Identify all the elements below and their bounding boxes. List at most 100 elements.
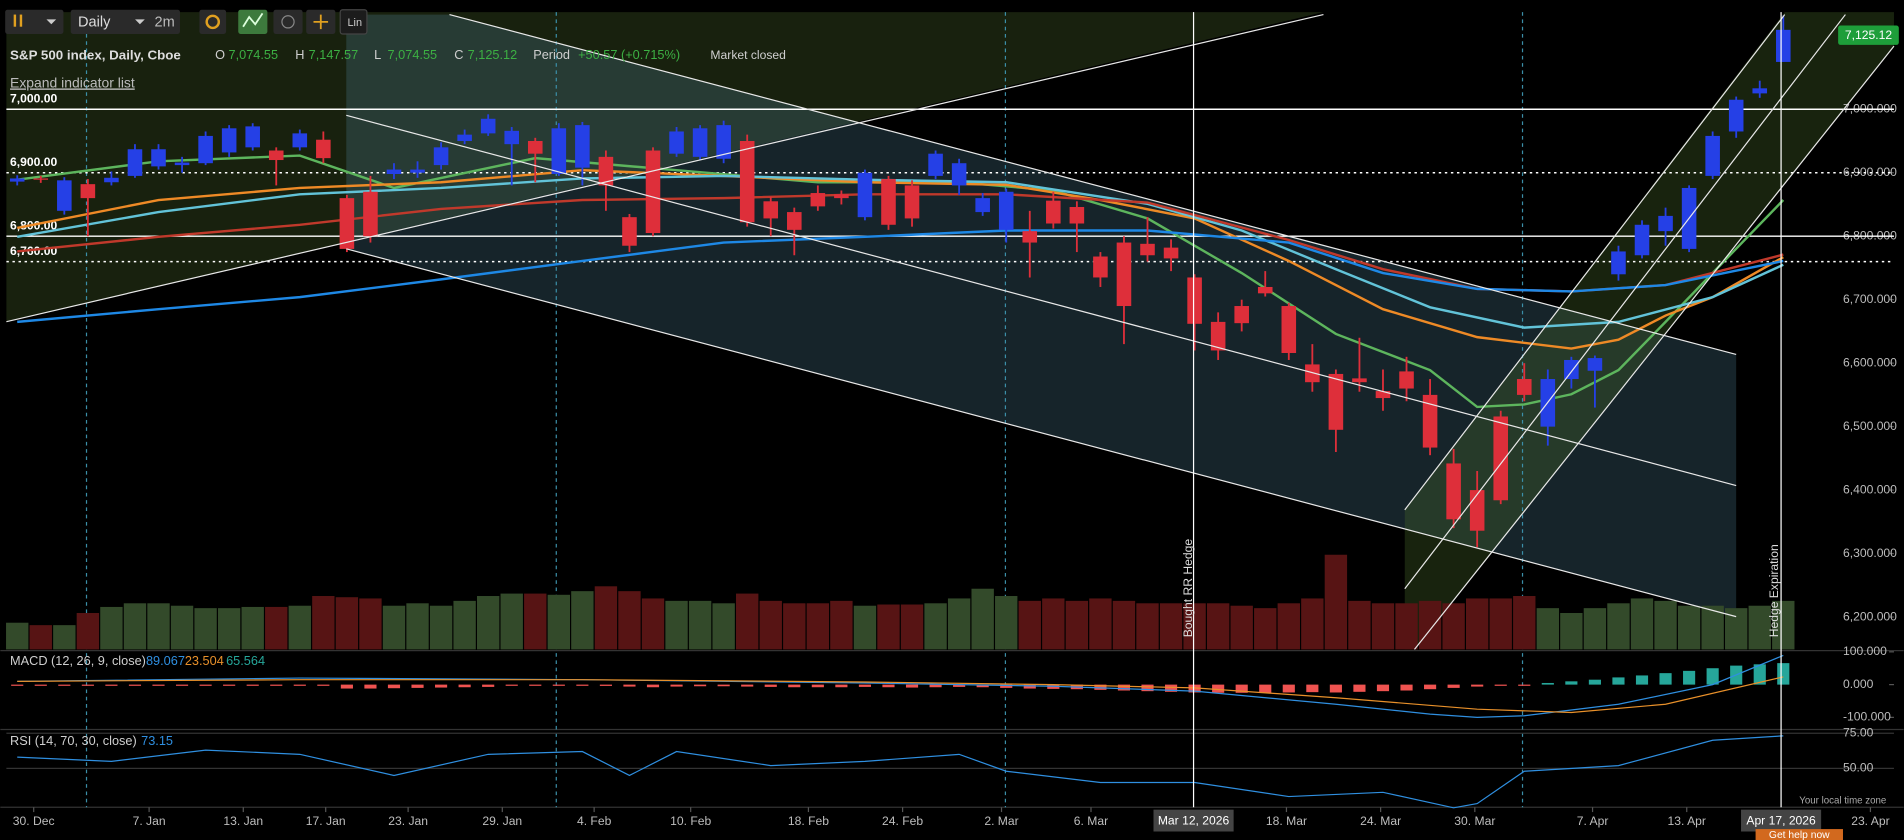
- macd-bar: [1212, 684, 1225, 693]
- macd-bar: [1471, 684, 1484, 687]
- x-tick-label: 13. Jan: [223, 814, 263, 828]
- help-label: Get help now: [1769, 830, 1830, 840]
- ohlc-key: C: [454, 47, 463, 62]
- y-tick-label: 6,800.000: [1843, 228, 1897, 242]
- macd-bar: [34, 684, 47, 686]
- candle-body: [1257, 286, 1273, 294]
- volume-bar: [1065, 600, 1089, 650]
- candle-body: [1234, 306, 1249, 324]
- candle-body: [1281, 306, 1297, 353]
- macd-bar: [529, 684, 542, 686]
- volume-bar: [312, 596, 335, 650]
- volume-bar: [1395, 603, 1418, 650]
- volume-bar: [1772, 600, 1795, 650]
- macd-bar: [1259, 684, 1272, 693]
- candle-body: [1163, 247, 1179, 259]
- price-tag: [1838, 25, 1899, 45]
- volume-bar: [406, 603, 429, 650]
- trend-lines: [6, 13, 1895, 650]
- macd-bar: [1117, 684, 1131, 691]
- settings-button[interactable]: [199, 9, 227, 34]
- candle-body: [1752, 88, 1768, 94]
- moving-average: [16, 168, 1784, 350]
- y-tick-label: 6,600.000: [1843, 355, 1897, 369]
- macd-bar: [694, 684, 707, 687]
- volume-bar: [6, 622, 29, 650]
- volume-bar: [170, 605, 194, 650]
- volume-bar: [265, 606, 288, 650]
- x-tick-label: 18. Mar: [1266, 814, 1307, 828]
- time-button[interactable]: [273, 9, 303, 34]
- candle-body: [1493, 416, 1509, 501]
- volume-bar: [571, 591, 594, 650]
- interval-select[interactable]: [70, 9, 180, 34]
- macd-signal-value: 23.504: [185, 653, 224, 668]
- volume-bar: [335, 597, 359, 650]
- macd-bar: [1683, 670, 1696, 685]
- macd-bar: [293, 684, 306, 686]
- candle-body: [80, 184, 96, 199]
- macd-bar: [1000, 684, 1013, 688]
- macd-bar: [505, 684, 518, 686]
- volume-bar: [877, 604, 900, 650]
- candle-body: [1446, 463, 1461, 520]
- x-tick-label: 23. Jan: [388, 814, 428, 828]
- candle-body: [9, 178, 25, 182]
- scale-button[interactable]: [339, 9, 368, 35]
- macd-bar: [387, 684, 401, 689]
- volume-bar: [1277, 603, 1300, 650]
- volume-bar: [853, 605, 877, 650]
- candle-body: [1069, 207, 1085, 224]
- candle-body: [410, 169, 425, 173]
- volume-bar: [1607, 603, 1630, 650]
- candle-body: [1728, 99, 1744, 132]
- macd-value: 89.067: [146, 653, 185, 668]
- volume-bar: [1748, 605, 1771, 650]
- ohlc-key: O: [215, 47, 225, 62]
- volume-bar: [995, 596, 1018, 650]
- y-tick-label: 100.000: [1843, 644, 1887, 658]
- expand-link[interactable]: Expand indicator list: [10, 74, 135, 90]
- volume-bar: [971, 588, 994, 650]
- macd-bar: [1094, 684, 1107, 690]
- macd-title: MACD (12, 26, 9, close): [10, 653, 146, 668]
- macd-bar: [1353, 684, 1366, 692]
- macd-bar: [1565, 681, 1578, 685]
- range: 2m: [154, 14, 174, 30]
- volume-bar: [736, 593, 759, 650]
- macd-bar: [458, 684, 471, 688]
- y-tick-label: 6,500.000: [1843, 419, 1897, 433]
- icon: [13, 14, 17, 27]
- volume-bar: [1371, 603, 1395, 650]
- date-tag: [1741, 809, 1822, 832]
- macd-bar: [976, 684, 989, 688]
- help-button[interactable]: [1755, 829, 1843, 840]
- icon: [281, 15, 295, 29]
- volume-bar: [1183, 603, 1206, 650]
- volume-bar: [1230, 605, 1253, 650]
- candle-body: [174, 162, 190, 166]
- icon: [19, 14, 23, 27]
- macd-bar: [435, 684, 448, 688]
- candle-body: [1611, 251, 1626, 275]
- macd-bar: [246, 684, 259, 686]
- candle-body: [127, 149, 143, 176]
- macd-bar: [1753, 664, 1766, 685]
- candle-body: [1658, 215, 1673, 232]
- icon: [135, 19, 145, 25]
- icon: [205, 14, 221, 30]
- candle-body: [998, 191, 1014, 230]
- trend-line: [346, 248, 1737, 618]
- macd-bar: [905, 684, 919, 688]
- price-tag-label: 7,125.12: [1845, 28, 1892, 42]
- ohlc-value: 7,147.57: [309, 47, 359, 62]
- candle-body: [622, 217, 637, 246]
- y-tick-label: 0.000: [1843, 677, 1874, 691]
- period-value: +50.57 (+0.715%): [578, 47, 680, 62]
- candle-body: [716, 125, 731, 159]
- candle-body: [1210, 321, 1226, 351]
- volume-bar: [947, 598, 971, 650]
- instrument: S&P 500 index, Daily, Cboe: [10, 47, 181, 62]
- macd-bar: [1659, 673, 1672, 685]
- x-tick-label: 24. Feb: [882, 814, 923, 828]
